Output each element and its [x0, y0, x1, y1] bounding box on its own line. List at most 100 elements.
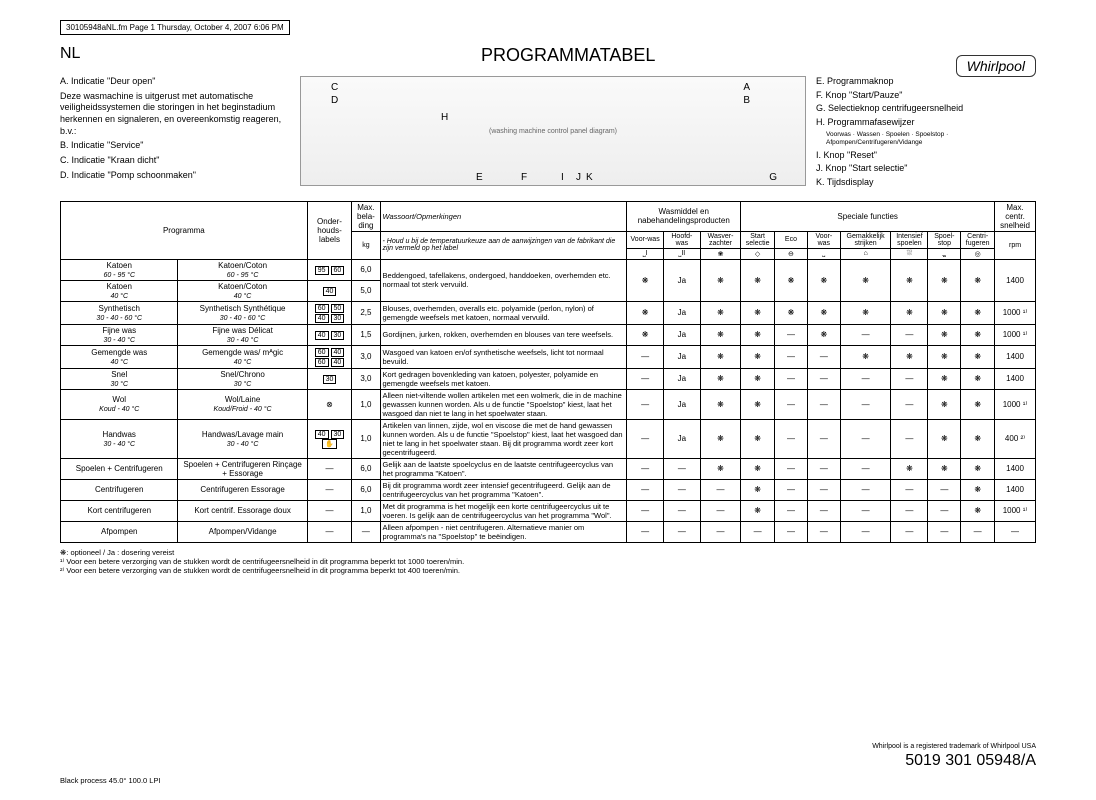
- cell-ce: ❋: [961, 389, 995, 419]
- cell-eco: —: [775, 419, 808, 458]
- legend-i: I. Knop "Reset": [816, 150, 1036, 162]
- cell-sp: ❋: [928, 345, 961, 368]
- middle-section: A. Indicatie "Deur open" Deze wasmachine…: [60, 76, 1036, 191]
- part-number: 5019 301 05948/A: [905, 752, 1036, 770]
- description: Gelijk aan de laatste spoelcyclus en de …: [380, 458, 627, 479]
- cell-sp: ❋: [928, 301, 961, 324]
- cell-ss: —: [741, 521, 775, 542]
- th-eco: Eco: [775, 231, 808, 248]
- max-load: 1,0: [352, 419, 380, 458]
- cell-vw: —: [627, 419, 664, 458]
- cell-st: —: [840, 479, 891, 500]
- cell-ce: ❋: [961, 301, 995, 324]
- cell-rpm: 1000 ¹⁾: [995, 324, 1036, 345]
- cell-eco: —: [775, 345, 808, 368]
- brand-logo: Whirlpool: [956, 55, 1036, 77]
- prog-name: Centrifugeren: [61, 479, 178, 500]
- max-load: 6,0: [352, 259, 380, 280]
- icon-eco: ⊖: [775, 248, 808, 259]
- cell-vw2: —: [807, 345, 840, 368]
- cell-vw2: —: [807, 389, 840, 419]
- panel-g: G: [769, 172, 777, 183]
- prog-name: Handwas30 - 40 °C: [61, 419, 178, 458]
- cell-sp: ❋: [928, 419, 961, 458]
- cell-rpm: 1400: [995, 259, 1036, 301]
- cell-hw: —: [664, 479, 701, 500]
- cell-sp: ❋: [928, 368, 961, 389]
- cell-vw2: ❋: [807, 301, 840, 324]
- cell-in: ❋: [891, 259, 928, 301]
- legend-d: D. Indicatie "Pomp schoonmaken": [60, 170, 290, 182]
- cell-rpm: 1400: [995, 479, 1036, 500]
- cell-hw: Ja: [664, 368, 701, 389]
- cell-eco: —: [775, 479, 808, 500]
- cell-ss: ❋: [741, 389, 775, 419]
- cell-vw: —: [627, 345, 664, 368]
- cell-vw2: —: [807, 419, 840, 458]
- footnote-2: ²⁾ Voor een betere verzorging van de stu…: [60, 566, 1036, 575]
- max-load: 1,5: [352, 324, 380, 345]
- cell-hw: Ja: [664, 259, 701, 301]
- cell-ce: ❋: [961, 368, 995, 389]
- cell-ce: ❋: [961, 345, 995, 368]
- prog-name: Katoen40 °C: [61, 280, 178, 301]
- cell-ss: ❋: [741, 458, 775, 479]
- panel-e: E: [476, 172, 483, 183]
- footnotes: ❋: optioneel / Ja : dosering vereist ¹⁾ …: [60, 548, 1036, 575]
- cell-ss: ❋: [741, 301, 775, 324]
- table-row: Fijne was30 - 40 °CFijne was Délicat30 -…: [61, 324, 1036, 345]
- cell-st: ❋: [840, 345, 891, 368]
- cell-st: ❋: [840, 301, 891, 324]
- cell-rpm: 1400: [995, 345, 1036, 368]
- cell-in: ❋: [891, 301, 928, 324]
- cell-ce: ❋: [961, 259, 995, 301]
- cell-ss: ❋: [741, 259, 775, 301]
- page-title: PROGRAMMATABEL: [100, 45, 1036, 66]
- prog-name: Katoen60 - 95 °C: [61, 259, 178, 280]
- th-kg: kg: [352, 231, 380, 259]
- icon-voorwas: ⎵I: [627, 248, 664, 259]
- max-load: —: [352, 521, 380, 542]
- legend-b: B. Indicatie "Service": [60, 140, 290, 152]
- cell-ss: ❋: [741, 345, 775, 368]
- print-process-note: Black process 45.0° 100.0 LPI: [60, 776, 161, 785]
- prog-name-alt: Kort centrif. Essorage doux: [178, 500, 307, 521]
- care-labels: 30: [307, 368, 352, 389]
- cell-eco: —: [775, 389, 808, 419]
- prog-name: Snel30 °C: [61, 368, 178, 389]
- cell-wz: ❋: [700, 324, 740, 345]
- top-row: NL PROGRAMMATABEL: [60, 45, 1036, 76]
- panel-a: A: [743, 82, 750, 93]
- description: Beddengoed, tafellakens, ondergoed, hand…: [380, 259, 627, 301]
- cell-vw: —: [627, 521, 664, 542]
- prog-name: Synthetisch30 - 40 - 60 °C: [61, 301, 178, 324]
- table-row: Spoelen + CentrifugerenSpoelen + Centrif…: [61, 458, 1036, 479]
- cell-ce: ❋: [961, 458, 995, 479]
- cell-vw: ❋: [627, 259, 664, 301]
- cell-in: —: [891, 419, 928, 458]
- legend-c: C. Indicatie "Kraan dicht": [60, 155, 290, 167]
- footnote-star: ❋: optioneel / Ja : dosering vereist: [60, 548, 1036, 557]
- cell-st: —: [840, 368, 891, 389]
- legend-right: E. Programmaknop F. Knop "Start/Pauze" G…: [816, 76, 1036, 191]
- cell-hw: Ja: [664, 345, 701, 368]
- cell-rpm: 1000 ¹⁾: [995, 389, 1036, 419]
- th-spoelstop: Spoel-stop: [928, 231, 961, 248]
- cell-wz: ❋: [700, 458, 740, 479]
- prog-name-alt: Katoen/Coton40 °C: [178, 280, 307, 301]
- cell-sp: ❋: [928, 389, 961, 419]
- icon-intensief: ⛆: [891, 248, 928, 259]
- legend-j: J. Knop "Start selectie": [816, 163, 1036, 175]
- cell-st: —: [840, 324, 891, 345]
- cell-ss: ❋: [741, 324, 775, 345]
- icon-startsel: ◇: [741, 248, 775, 259]
- prog-name: WolKoud - 40 °C: [61, 389, 178, 419]
- care-labels: 4030✋: [307, 419, 352, 458]
- cell-wz: ❋: [700, 301, 740, 324]
- max-load: 3,0: [352, 368, 380, 389]
- cell-st: ❋: [840, 259, 891, 301]
- cell-wz: —: [700, 500, 740, 521]
- th-programma: Programma: [61, 201, 308, 259]
- description: Wasgoed van katoen en/of synthetische we…: [380, 345, 627, 368]
- table-row: CentrifugerenCentrifugeren Essorage—6,0B…: [61, 479, 1036, 500]
